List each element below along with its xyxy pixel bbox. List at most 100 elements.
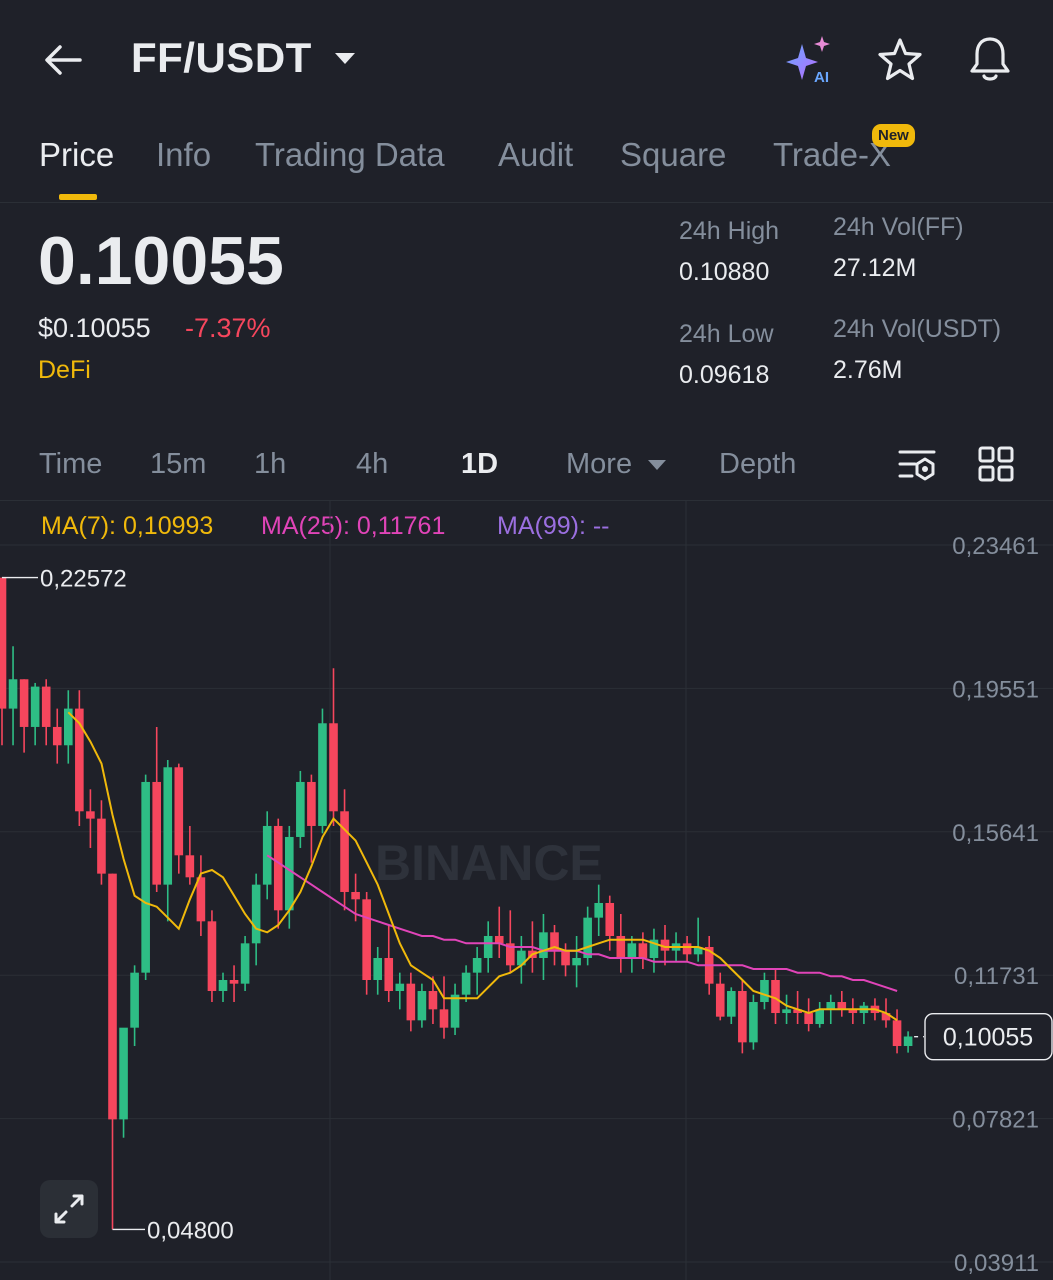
candle-body [86,811,95,819]
candle [240,935,250,992]
candle-body [439,1009,449,1028]
candle-body [693,946,703,955]
tab-trade-x[interactable]: Trade-X [773,136,891,173]
candle [605,895,615,951]
candle [30,682,40,746]
candle [859,1002,869,1025]
candle [461,965,471,1003]
candle-body [682,943,692,955]
candle-body [185,855,195,878]
candle [572,935,581,988]
candle [273,818,283,929]
ma7-label: MA(7): 0,10993 [41,512,214,540]
candle [771,969,780,1025]
ma25-label: MA(25): 0,11761 [261,512,446,540]
candle [649,928,659,973]
expand-chart-button[interactable] [40,1180,98,1238]
candle [539,913,548,981]
indicator-settings-icon[interactable] [897,446,937,486]
interval-15m[interactable]: 15m [150,448,207,480]
candle [848,998,858,1025]
candle [428,976,438,1025]
new-badge: New [872,124,915,147]
candle-body [64,708,73,746]
interval-depth[interactable]: Depth [719,448,797,480]
candle-body [351,891,360,900]
candle [41,679,51,746]
low-label: 24h Low [679,320,774,348]
candle [75,690,84,826]
candle-body [715,983,725,1017]
interval-1h[interactable]: 1h [254,448,287,480]
candle [218,972,228,1003]
interval-4h[interactable]: 4h [356,448,389,480]
candle [494,906,504,958]
y-axis-ticks: 0,23461 0,19551 0,15641 0,11731 0,07821 0,039… [952,533,1039,1277]
candle [395,972,405,1010]
candle [693,917,703,962]
candle [638,932,648,970]
candle-body [605,902,615,936]
tab-info[interactable]: Info [156,136,212,173]
chevron-down-icon[interactable] [333,50,357,66]
candle-body [130,972,139,1028]
candle [229,965,239,1003]
candle [450,983,460,1036]
layout-grid-icon[interactable] [978,446,1014,482]
candle-body [517,950,526,966]
candle-body [826,1002,836,1010]
interval-1d[interactable]: 1D [461,448,499,480]
price-usd: $0.10055 [38,313,151,343]
star-icon[interactable] [876,36,924,84]
current-price-label: 0,10055 [943,1024,1033,1052]
tab-price[interactable]: Price [39,136,115,173]
ma99-label: MA(99): -- [497,512,610,540]
candle [130,965,139,1047]
watermark: BINANCE [375,835,603,891]
vol-ff-value: 27.12M [833,254,917,282]
candle [97,800,106,885]
candles [0,577,913,1230]
category-tag[interactable]: DeFi [38,356,91,384]
candle-body [174,767,184,856]
candle-body [793,1009,802,1014]
interval-more[interactable]: More [566,448,633,480]
candle-body [583,917,592,958]
back-arrow-icon[interactable] [40,36,88,84]
more-caret-icon[interactable] [647,458,667,472]
candle [660,924,670,966]
candle [892,1009,902,1054]
tab-audit[interactable]: Audit [498,136,574,173]
candle [329,668,338,826]
candle [682,935,692,962]
candle-body [494,935,504,944]
ma7-line [67,711,898,1022]
candle-body [141,781,150,973]
candlestick-chart[interactable]: BINANCE 0,23461 0,19551 0,15641 0,11731 0,07… [0,500,1053,1280]
candle-body [119,1027,128,1120]
candle-body [638,943,648,958]
candle-body [273,825,283,911]
tab-trading-data[interactable]: Trading Data [255,136,445,173]
tab-square[interactable]: Square [620,136,727,173]
ai-sparkle-icon[interactable]: AI [784,34,836,86]
candle [804,998,813,1032]
candle-body [19,679,29,727]
interval-time[interactable]: Time [39,448,103,480]
min-price-label: 0,04800 [147,1217,234,1244]
candle-body [539,932,548,958]
candle-body [461,972,471,995]
candle-body [815,1009,824,1025]
bell-icon[interactable] [966,34,1014,84]
candle-body [727,991,736,1017]
candle [727,987,736,1025]
candle [439,976,449,1039]
y-tick-label: 0,11731 [954,963,1039,990]
candle [815,1002,824,1028]
candle [52,708,62,764]
candle [19,679,29,753]
candle-body [296,781,305,837]
candle [506,910,515,973]
candle [417,983,427,1028]
pair-selector[interactable]: FF/USDT [131,34,312,81]
